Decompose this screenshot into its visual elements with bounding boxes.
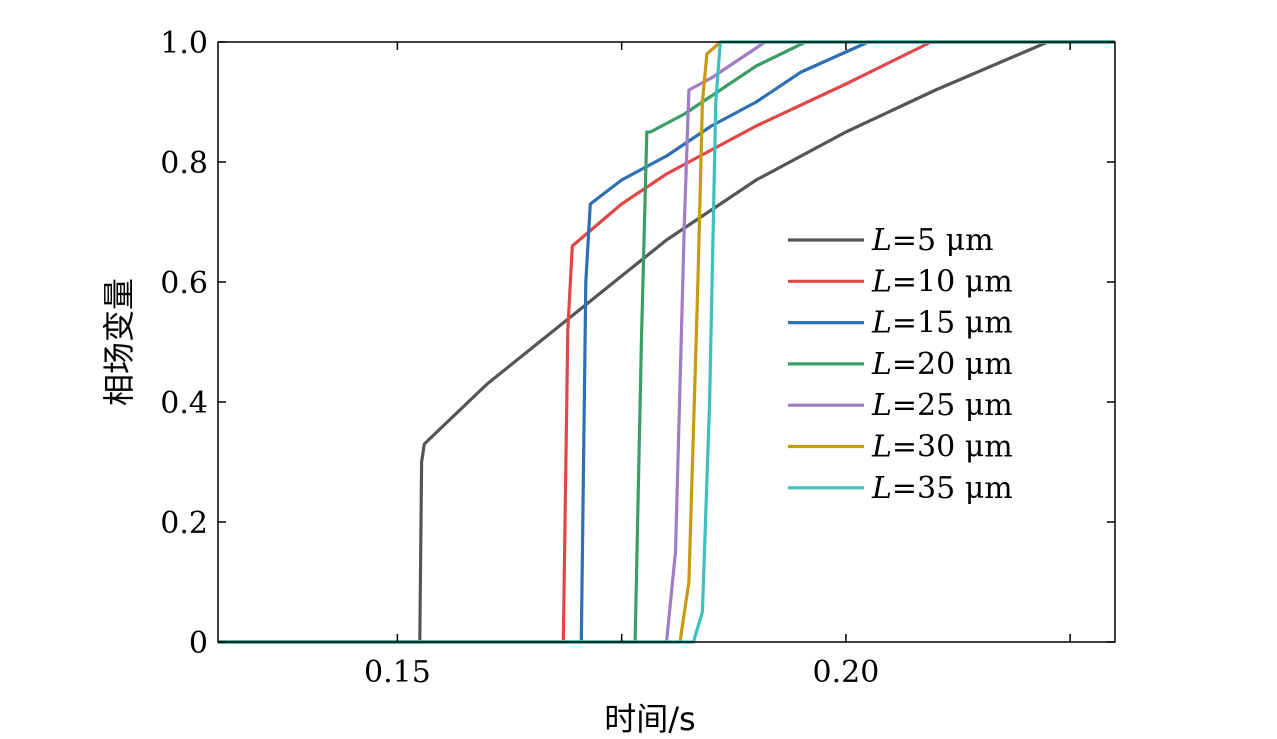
y-tick-label: 0.4 [160, 386, 208, 421]
series-line-5 [218, 40, 1115, 644]
legend: L=5 μm L=10 μm L=15 μm L=20 μm L=25 μm L=30 μ… [788, 223, 1013, 506]
legend-label: L=10 μm [871, 264, 1013, 299]
y-tick-label: 0 [189, 626, 208, 661]
series-line-2 [218, 40, 1115, 644]
series-line-1 [218, 40, 1115, 644]
series-line-3 [218, 40, 1115, 644]
x-axis: 0.15 0.20 [364, 42, 1071, 690]
plot-frame [217, 41, 1116, 643]
legend-label: L=35 μm [871, 471, 1013, 506]
y-tick-label: 1.0 [160, 26, 208, 61]
legend-label: L=25 μm [871, 388, 1013, 423]
y-tick-label: 0.8 [160, 146, 208, 181]
x-tick-label: 0.20 [813, 655, 880, 690]
legend-label: L=15 μm [871, 306, 1013, 341]
legend-label: L=30 μm [871, 430, 1013, 465]
y-tick-label: 0.6 [160, 266, 208, 301]
plot-background [218, 42, 1115, 642]
y-axis: 0 0.2 0.4 0.6 0.8 1.0 [160, 26, 1115, 661]
y-axis-label: 相场变量 [100, 278, 138, 406]
y-tick-label: 0.2 [160, 506, 208, 541]
legend-label: L=20 μm [871, 347, 1013, 382]
legend-label: L=5 μm [871, 223, 994, 258]
series-line-4 [218, 40, 1115, 644]
x-axis-label: 时间/s [604, 700, 695, 738]
x-tick-label: 0.15 [364, 655, 431, 690]
series-line-6 [218, 40, 1115, 644]
